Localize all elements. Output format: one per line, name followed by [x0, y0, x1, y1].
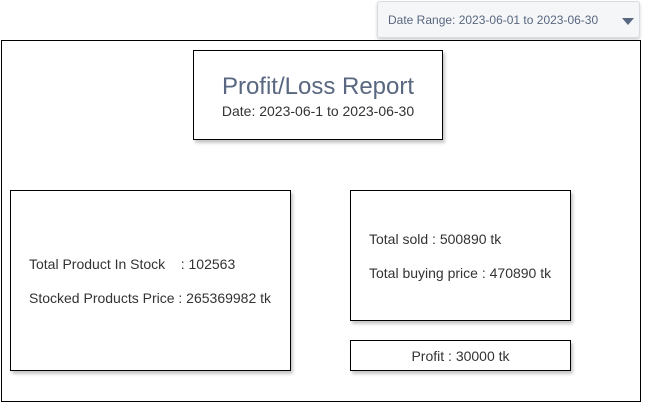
- sales-summary-card: Total sold : 500890 tk Total buying pric…: [350, 190, 571, 321]
- total-sold: Total sold : 500890 tk: [369, 231, 502, 247]
- date-range-dropdown[interactable]: Date Range: 2023-06-01 to 2023-06-30: [377, 1, 640, 38]
- profit-value: Profit : 30000 tk: [411, 348, 510, 364]
- stocked-products-price: Stocked Products Price : 265369982 tk: [29, 290, 272, 306]
- profit-card: Profit : 30000 tk: [350, 340, 571, 371]
- date-range-label: Date Range: 2023-06-01 to 2023-06-30: [388, 13, 599, 27]
- total-product-in-stock: Total Product In Stock : 102563: [29, 256, 236, 272]
- stock-summary-card: Total Product In Stock : 102563 Stocked …: [10, 190, 291, 371]
- report-date: Date: 2023-06-1 to 2023-06-30: [221, 103, 415, 119]
- total-buying-price: Total buying price : 470890 tk: [369, 265, 552, 281]
- report-title: Profit/Loss Report: [221, 73, 415, 100]
- report-header: Profit/Loss Report Date: 2023-06-1 to 20…: [193, 50, 443, 140]
- chevron-down-icon[interactable]: [622, 18, 634, 25]
